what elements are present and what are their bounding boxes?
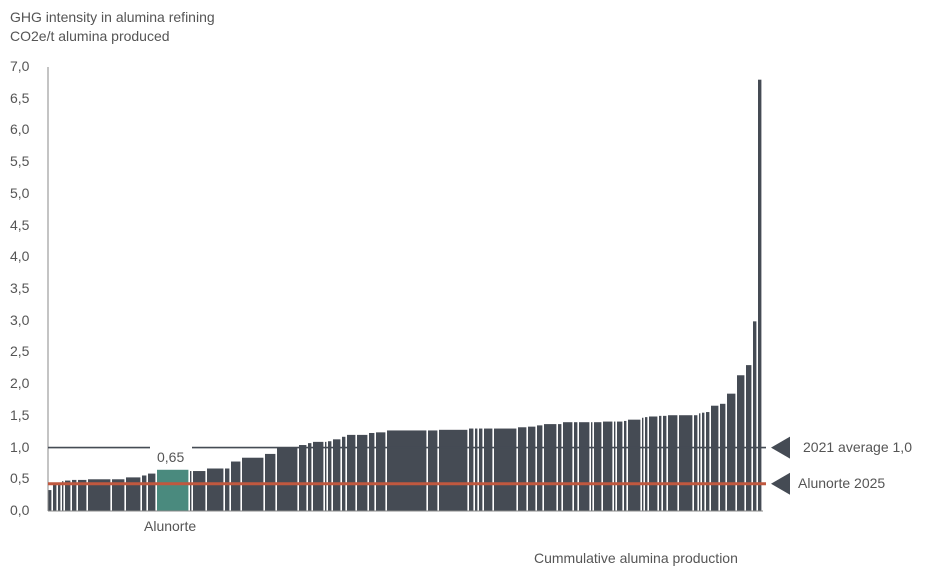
bar: [727, 393, 736, 511]
bar: [428, 430, 438, 511]
bar: [594, 422, 602, 511]
y-tick-label: 5,5: [10, 153, 30, 170]
bar: [737, 375, 745, 511]
bar: [299, 445, 307, 511]
bar: [475, 428, 478, 511]
bar: [603, 421, 613, 511]
x-axis-label: Cummulative alumina production: [534, 550, 738, 566]
bar: [479, 428, 483, 511]
y-tick-label: 1,5: [10, 406, 30, 423]
bar: [614, 421, 616, 511]
y-tick-label: 1,0: [10, 438, 30, 455]
y-tick-label: 2,5: [10, 343, 30, 360]
bar: [193, 471, 206, 511]
bar: [469, 428, 474, 511]
chart-title: GHG intensity in alumina refining: [10, 9, 215, 25]
bar: [642, 417, 644, 511]
bar: [702, 412, 705, 511]
bar: [544, 424, 557, 511]
reference-label-average: 2021 average 1,0: [803, 439, 912, 455]
bar: [711, 405, 719, 511]
bar: [207, 468, 224, 511]
bar: [112, 479, 125, 511]
y-tick-label: 5,0: [10, 184, 30, 201]
bar: [190, 471, 192, 511]
bar: [494, 428, 517, 511]
highlight-category-label: Alunorte: [144, 518, 197, 534]
bar: [347, 434, 356, 511]
bar: [148, 473, 156, 511]
bar: [558, 424, 562, 511]
bar: [624, 420, 627, 511]
bar: [617, 421, 623, 511]
bar: [328, 441, 332, 511]
bar: [439, 429, 468, 511]
bar: [277, 447, 298, 511]
bar: [333, 439, 341, 511]
bar: [699, 413, 701, 511]
bar: [668, 415, 678, 511]
bar: [78, 479, 87, 511]
bar: [142, 475, 147, 511]
bar: [126, 477, 141, 511]
bar: [528, 426, 536, 511]
bar: [376, 432, 386, 511]
highlight-bar: [157, 469, 189, 511]
bar: [387, 430, 427, 511]
bar: [746, 365, 752, 511]
bar: [574, 422, 578, 511]
bar: [679, 415, 693, 511]
y-tick-label: 3,5: [10, 280, 30, 296]
bar: [758, 79, 762, 511]
y-tick-label: 3,0: [10, 311, 30, 328]
bar: [628, 419, 641, 511]
bar: [308, 443, 312, 511]
y-tick-label: 4,5: [10, 216, 30, 233]
average-marker-icon: [771, 436, 790, 459]
bar: [53, 484, 57, 511]
alunorte-marker-icon: [771, 472, 790, 495]
bar: [342, 436, 346, 511]
bar: [579, 422, 590, 511]
highlight-value-label: 0,65: [157, 449, 185, 465]
bar: [88, 479, 111, 511]
y-tick-label: 0,0: [10, 502, 30, 518]
y-tick-label: 6,0: [10, 121, 30, 138]
bar: [659, 415, 662, 511]
bar: [563, 422, 573, 511]
bar: [591, 422, 593, 511]
y-tick-label: 4,0: [10, 248, 30, 265]
bar: [720, 403, 726, 511]
reference-label-alunorte: Alunorte 2025: [798, 475, 886, 491]
bar: [325, 441, 327, 511]
bar: [225, 468, 230, 511]
bar: [231, 461, 241, 511]
bar: [65, 480, 71, 511]
bar: [484, 428, 493, 511]
bar: [537, 425, 543, 511]
y-tick-label: 0,5: [10, 470, 30, 487]
bar: [706, 412, 710, 511]
bar: [313, 441, 324, 511]
bar: [518, 427, 527, 511]
y-tick-label: 6,5: [10, 89, 30, 106]
y-axis-label: CO2e/t alumina produced: [10, 28, 170, 44]
bar: [58, 484, 61, 511]
bar: [694, 415, 698, 511]
bar: [753, 321, 757, 511]
bar: [369, 432, 375, 511]
bar: [62, 481, 64, 511]
y-tick-label: 7,0: [10, 58, 30, 74]
bar: [357, 434, 368, 511]
bar: [645, 417, 648, 511]
y-tick-label: 2,0: [10, 375, 30, 392]
bar: [48, 490, 52, 511]
bar: [649, 416, 658, 511]
bar: [663, 415, 667, 511]
bar: [72, 479, 77, 511]
